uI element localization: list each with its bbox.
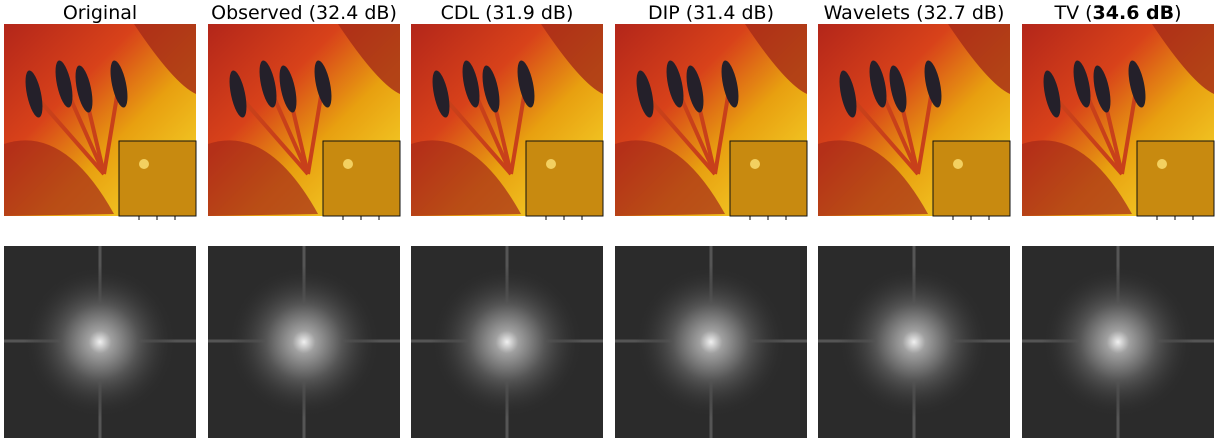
title-bold: 34.6 dB [1093,2,1175,24]
panel-title: Original [63,2,137,24]
flower-image [1022,24,1214,220]
panel-title: CDL (31.9 dB) [441,2,574,24]
droplet [750,159,760,169]
flower-image [818,24,1010,220]
panel-title: Observed (32.4 dB) [211,2,397,24]
figure: Original Observed (32.4 dB) CDL (31.9 dB) D… [0,0,1219,445]
flower-image [4,24,196,220]
spectrum-glow [431,266,583,418]
title-text: TV ( [1053,2,1092,24]
title-text: CDL (31.9 dB) [441,2,574,24]
spectrum-glow [838,266,990,418]
spectrum-glow [1042,266,1194,418]
droplet [343,159,353,169]
droplet [953,159,963,169]
spectrum-image [615,246,807,438]
droplet [1157,159,1167,169]
inset [1137,141,1214,216]
spectrum-image [208,246,400,438]
inset [323,141,400,216]
title-text: Original [63,2,137,24]
inset [933,141,1010,216]
spectrum-image [4,246,196,438]
title-text: ) [1174,2,1181,24]
droplet [139,159,149,169]
flower-image [615,24,807,220]
spectrum-glow [635,266,787,418]
panel-title: TV (34.6 dB) [1053,2,1181,24]
inset [730,141,807,216]
title-text: DIP (31.4 dB) [648,2,774,24]
panel-title: Wavelets (32.7 dB) [824,2,1005,24]
spectrum-image [818,246,1010,438]
spectrum-image [1022,246,1214,438]
title-text: Observed (32.4 dB) [211,2,397,24]
spectrum-glow [24,266,176,418]
inset [119,141,196,216]
panel-title: DIP (31.4 dB) [648,2,774,24]
inset [526,141,603,216]
title-text: Wavelets (32.7 dB) [824,2,1005,24]
spectrum-glow [228,266,380,418]
spectrum-image [411,246,603,438]
flower-image [411,24,603,220]
flower-image [208,24,400,220]
droplet [546,159,556,169]
